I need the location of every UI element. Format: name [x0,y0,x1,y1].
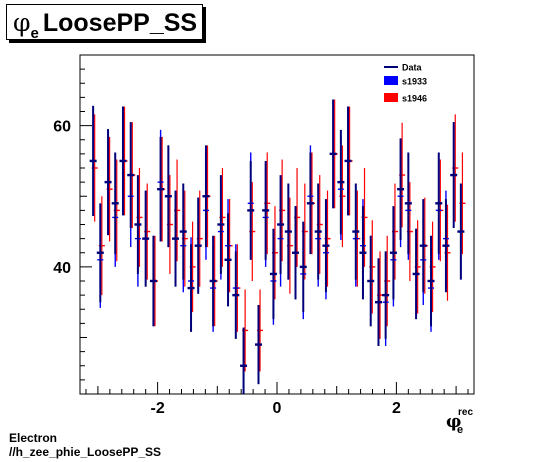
data-point [172,190,180,287]
data-point [352,183,360,280]
data-point [119,106,127,216]
x-tick-label: 0 [273,400,282,417]
legend-label-s1946: s1946 [402,94,427,104]
data-point [450,122,458,229]
title-subscript: e [30,25,39,42]
legend-s1946-swatch [384,93,398,102]
data-point [284,183,292,280]
legend-s1933-swatch [384,76,398,85]
data-point [337,129,345,235]
data-point [104,129,112,236]
data-point [359,206,367,300]
data-point [202,145,210,248]
x-axis-subscript: e [457,424,463,436]
y-tick-label: 40 [53,260,71,277]
data-point [306,152,314,255]
data-point [374,258,382,346]
data-point [240,327,248,394]
data-point [209,235,217,327]
data-point [382,251,390,339]
y-tick-label: 60 [53,119,71,136]
data-point [127,122,135,229]
footer-histogram-path: //h_zee_phie_LoosePP_SS [9,445,162,459]
data-point [179,183,187,280]
title-phi-symbol: φ [13,8,31,37]
x-tick-label: -2 [150,400,164,417]
data-point [111,152,119,255]
data-point [397,138,405,241]
data-point [292,206,300,300]
data-point [412,228,420,320]
data-point [254,305,262,385]
data-point [322,199,330,293]
data-point [367,235,375,327]
data-point [247,160,255,260]
data-point [164,145,172,248]
data-point [262,160,270,260]
data-point [277,175,285,274]
data-point [89,105,97,217]
legend-label-s1933: s1933 [402,77,427,87]
data-point [232,251,240,339]
data-point [134,175,142,274]
data-point [435,152,443,255]
data-point [194,197,202,294]
x-tick-label: 2 [392,400,401,417]
data-point [389,206,397,300]
data-point [142,190,150,287]
data-point [224,213,232,307]
data-point [329,99,337,209]
legend: Data s1933 s1946 [384,63,427,104]
title-name: LoosePP_SS [42,9,198,37]
data-point [299,221,307,313]
footer-electron-label: Electron [9,431,58,445]
x-axis-superscript: rec [458,407,473,418]
histogram-title-box: φe LoosePP_SS [6,4,203,43]
data-point [157,136,165,242]
data-point [96,203,104,303]
data-point [344,106,352,216]
x-axis-phi-symbol: φ [446,412,461,432]
axes-layer: 40 60 -2 0 2 [53,54,469,417]
data-point [187,244,195,332]
data-point [217,175,225,274]
data-point [419,199,427,293]
x-axis-title: φ rec e [446,407,473,436]
data-point [269,228,277,320]
data-point [404,152,412,255]
data-point [442,199,450,293]
data-points-layer [89,99,466,394]
legend-label-data: Data [402,63,423,73]
histogram-title: φe LoosePP_SS [13,8,198,43]
data-point [314,183,322,280]
data-point [457,183,465,280]
data-point [427,235,435,327]
data-point [149,235,157,327]
